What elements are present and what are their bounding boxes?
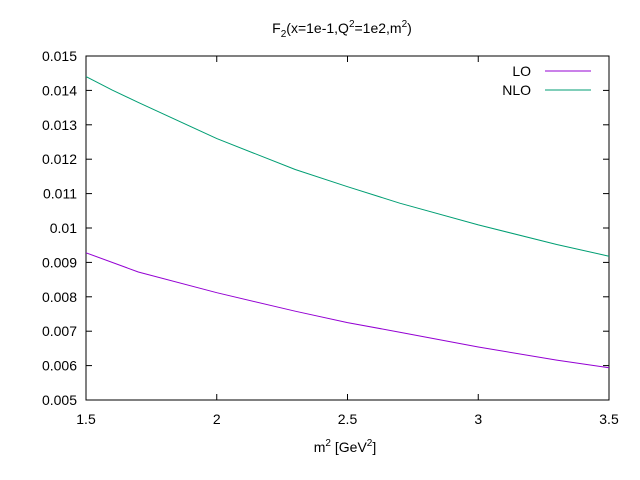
series-lines (85, 76, 610, 369)
x-tick-label: 1.5 (76, 411, 96, 427)
axis-ticks: 0.005 0.006 0.007 0.008 0.009 0.01 0.011 0.012 0… (42, 48, 619, 427)
series-line-lo (85, 252, 610, 369)
legend-label-lo: LO (512, 63, 531, 79)
y-tick-label: 0.006 (42, 358, 77, 374)
y-tick-label: 0.008 (42, 289, 77, 305)
plot-frame (85, 55, 610, 401)
y-tick-label: 0.011 (43, 186, 77, 202)
series-line-nlo (85, 76, 610, 257)
y-tick-label: 0.009 (42, 254, 77, 270)
chart-title: F2(x=1e-1,Q2=1e2,m2) (272, 19, 412, 40)
x-tick-label: 3.5 (599, 411, 619, 427)
x-tick-label: 2 (213, 411, 221, 427)
y-tick-label: 0.015 (42, 48, 77, 64)
x-axis-label: m2 [GeV2] (314, 438, 376, 455)
y-tick-label: 0.014 (42, 82, 77, 98)
y-tick-label: 0.005 (42, 392, 77, 408)
y-tick-label: 0.012 (42, 151, 77, 167)
y-tick-label: 0.007 (42, 323, 77, 339)
x-tick-label: 2.5 (338, 411, 358, 427)
legend: LO NLO (502, 63, 591, 98)
y-tick-label: 0.013 (42, 117, 77, 133)
legend-label-nlo: NLO (502, 82, 531, 98)
x-tick-label: 3 (474, 411, 482, 427)
y-tick-label: 0.01 (50, 220, 77, 236)
